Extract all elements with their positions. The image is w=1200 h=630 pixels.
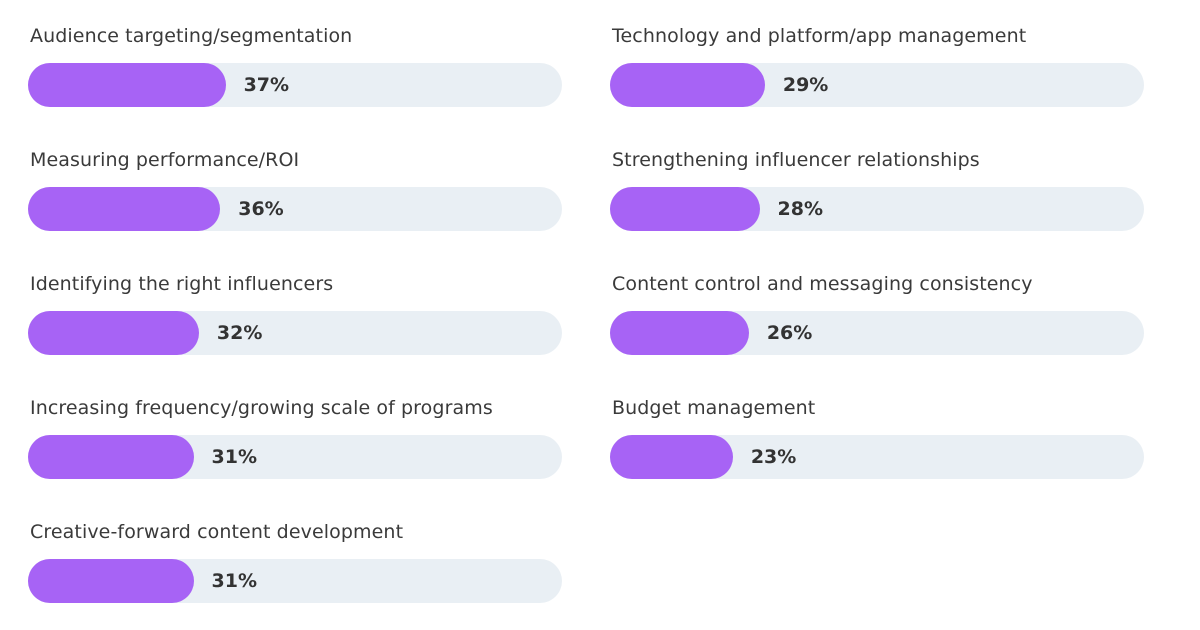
bar-track: 32% [28, 311, 562, 355]
bar-item: Creative-forward content development 31% [28, 519, 562, 619]
bar-value-label: 26% [766, 322, 813, 344]
bar-label: Increasing frequency/growing scale of pr… [30, 397, 493, 419]
bar-label: Audience targeting/segmentation [30, 25, 353, 47]
bar-fill [610, 435, 733, 479]
bar-item: Identifying the right influencers 32% [28, 271, 562, 371]
bar-value-label: 31% [211, 446, 258, 468]
bar-fill [28, 187, 221, 231]
bar-item: Content control and messaging consistenc… [610, 271, 1144, 371]
bar-item: Technology and platform/app management 2… [610, 23, 1144, 123]
bar-label: Content control and messaging consistenc… [612, 273, 1033, 295]
bar-track: 31% [28, 435, 562, 479]
bar-label: Measuring performance/ROI [30, 149, 300, 171]
bar-fill [610, 187, 760, 231]
bar-fill [28, 435, 194, 479]
bar-value-label: 32% [216, 322, 263, 344]
bar-fill [28, 311, 199, 355]
bar-fill [610, 63, 765, 107]
bar-item: Budget management 23% [610, 395, 1144, 495]
bar-label: Identifying the right influencers [30, 273, 334, 295]
bar-value-label: 37% [243, 74, 290, 96]
bar-label: Budget management [612, 397, 816, 419]
bar-track: 26% [610, 311, 1144, 355]
bar-value-label: 36% [238, 198, 284, 220]
bar-item: Audience targeting/segmentation 37% [28, 23, 562, 123]
bar-item: Measuring performance/ROI 36% [28, 147, 562, 247]
bar-track: 28% [610, 187, 1144, 231]
bar-item: Increasing frequency/growing scale of pr… [28, 395, 562, 495]
bar-item: Strengthening influencer relationships 2… [610, 147, 1144, 247]
bar-track: 23% [610, 435, 1144, 479]
bar-fill [610, 311, 749, 355]
bar-label: Creative-forward content development [30, 521, 404, 543]
bar-value-label: 23% [750, 446, 797, 468]
bar-track: 37% [28, 63, 562, 107]
bar-value-label: 28% [777, 198, 823, 220]
bar-fill [28, 63, 226, 107]
bar-track: 31% [28, 559, 562, 603]
bar-label: Technology and platform/app management [612, 25, 1027, 47]
bar-track: 36% [28, 187, 562, 231]
bar-track: 29% [610, 63, 1144, 107]
bar-label: Strengthening influencer relationships [612, 149, 980, 171]
bar-value-label: 31% [211, 570, 258, 592]
bar-value-label: 29% [782, 74, 829, 96]
bar-fill [28, 559, 194, 603]
